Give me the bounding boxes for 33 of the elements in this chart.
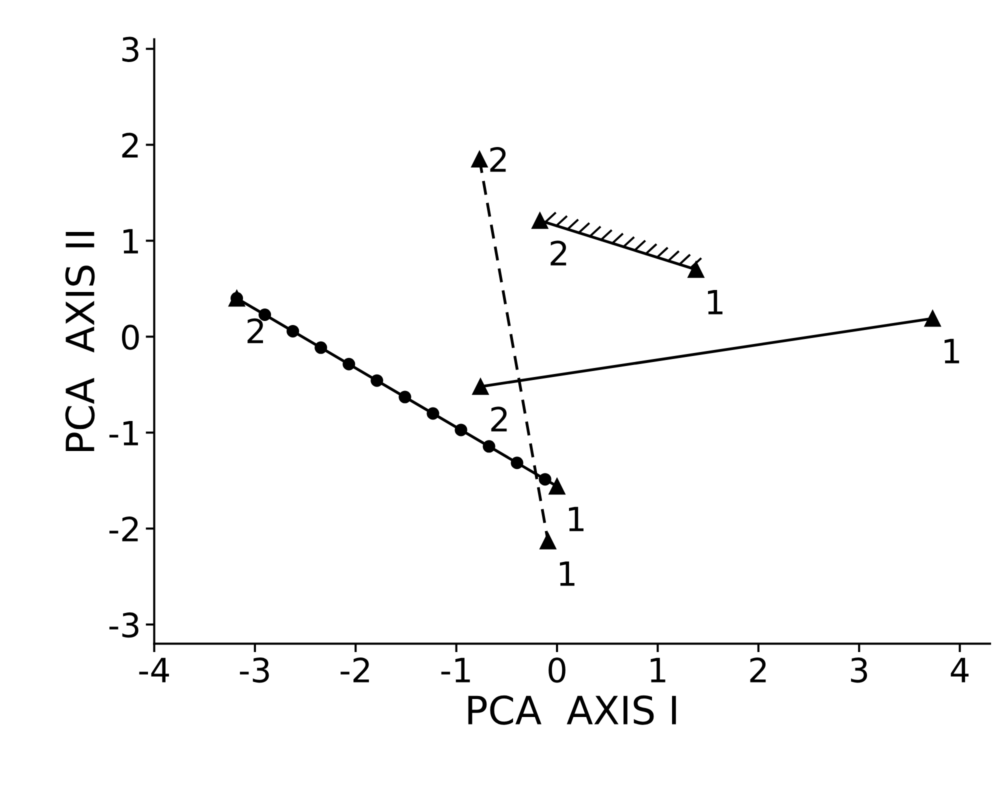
annotation: 1 [944, 338, 960, 364]
x-tick-label: 3 [851, 657, 868, 683]
y-tick-label: 2 [122, 132, 138, 158]
point [532, 212, 548, 229]
point [472, 378, 489, 395]
x-tick-label: 4 [950, 658, 969, 682]
x-tick-label: 0 [548, 657, 566, 683]
point [228, 290, 246, 307]
annotation: 2 [490, 146, 506, 172]
y-tick-label: 3 [122, 36, 138, 62]
x-tick-label: 2 [750, 657, 766, 682]
annotation: 1 [560, 562, 574, 586]
point [540, 532, 556, 550]
x-tick-label: -3 [240, 657, 269, 683]
annotation: 2 [550, 240, 566, 266]
y-tick-label: 0 [122, 324, 139, 350]
y-axis-title: PCA AXIS II [65, 232, 95, 451]
annotation: 1 [708, 290, 722, 314]
point [924, 310, 941, 327]
y-tick-label: -1 [109, 420, 138, 446]
x-tick-label: -2 [340, 657, 369, 682]
x-tick-label: -1 [441, 658, 470, 682]
x-axis-title: PCA AXIS I [468, 695, 676, 725]
x-tick-label: 1 [650, 658, 666, 682]
point [471, 150, 488, 168]
y-tick-label: -2 [109, 516, 138, 542]
point [548, 478, 566, 495]
y-tick-label: 1 [123, 229, 138, 254]
x-tick-label: -4 [139, 658, 169, 682]
annotation: 2 [248, 318, 263, 344]
annotation: 1 [569, 506, 584, 532]
annotation: 2 [491, 406, 507, 432]
y-tick-label: -3 [109, 612, 138, 638]
